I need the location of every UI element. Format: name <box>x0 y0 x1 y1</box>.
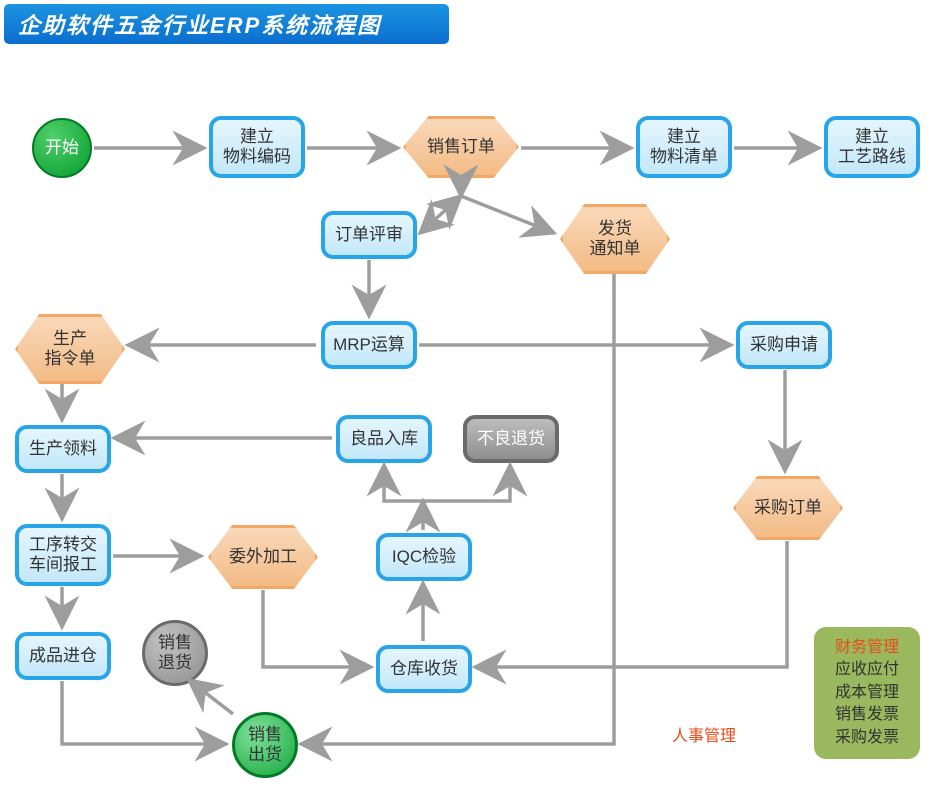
node-outsourcing: 委外加工 <box>208 525 318 589</box>
node-fg-stock: 成品进仓 <box>15 632 111 680</box>
diagram-title: 企助软件五金行业ERP系统流程图 <box>4 4 449 44</box>
panel-finance-item: 销售发票 <box>835 704 899 726</box>
node-material-pick: 生产领料 <box>15 425 111 473</box>
node-purchase-order: 采购订单 <box>733 476 843 540</box>
node-iqc: IQC检验 <box>376 533 472 581</box>
panel-finance: 财务管理 应收应付 成本管理 销售发票 采购发票 <box>814 627 920 759</box>
node-routing: 建立工艺路线 <box>824 116 920 178</box>
node-material-code: 建立物料编码 <box>209 116 305 178</box>
label-hr: 人事管理 <box>672 722 736 746</box>
node-sales-order: 销售订单 <box>403 116 519 178</box>
node-defect-return: 不良退货 <box>463 415 559 463</box>
panel-finance-item: 应收应付 <box>835 659 899 681</box>
node-mrp: MRP运算 <box>321 321 417 369</box>
panel-finance-header: 财务管理 <box>835 637 899 659</box>
node-wip-report: 工序转交车间报工 <box>15 524 111 586</box>
node-sales-return: 销售退货 <box>142 620 208 686</box>
node-prod-order: 生产指令单 <box>15 314 125 384</box>
node-start: 开始 <box>32 118 92 178</box>
panel-finance-item: 采购发票 <box>835 727 899 749</box>
node-sales-ship: 销售出货 <box>232 712 298 778</box>
panel-finance-item: 成本管理 <box>835 682 899 704</box>
node-ship-notice: 发货通知单 <box>560 204 670 274</box>
node-purchase-req: 采购申请 <box>736 321 832 369</box>
node-order-review: 订单评审 <box>321 211 417 259</box>
node-good-stock: 良品入库 <box>336 415 432 463</box>
node-warehouse-recv: 仓库收货 <box>376 645 472 693</box>
node-bom: 建立物料清单 <box>636 116 732 178</box>
